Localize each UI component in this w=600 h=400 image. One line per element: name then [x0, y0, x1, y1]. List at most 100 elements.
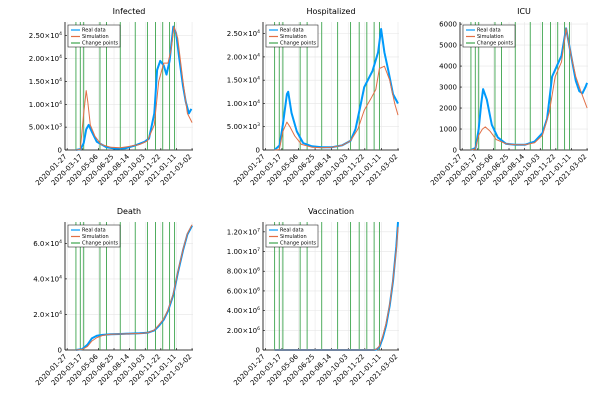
legend-label: Simulation [280, 234, 307, 240]
y-tick-mantissa: 4.0×10 [33, 275, 59, 283]
legend-label: Change points [280, 241, 316, 247]
chart-icu: ICU01000200030004000500060002020-01-2720… [429, 7, 588, 187]
legend-label: Real data [280, 28, 304, 34]
legend-label: Real data [82, 28, 106, 34]
y-tick-label: 5.00×103 [29, 123, 62, 132]
legend-label: Simulation [477, 34, 504, 40]
y-tick-exponent: 4 [59, 310, 62, 316]
legend-label: Change points [82, 41, 118, 47]
y-tick-exponent: 4 [59, 54, 62, 60]
legend-label: Real data [280, 228, 304, 234]
y-tick-label: 1.50×104 [227, 76, 260, 85]
y-tick-label: 4000 [439, 63, 457, 71]
y-tick-mantissa: 2.00×10 [29, 55, 59, 63]
y-tick-mantissa: 6.00×10 [227, 287, 257, 295]
y-tick-label: 0 [256, 147, 260, 155]
y-tick-label: 2.50×104 [29, 31, 62, 40]
chart-title: ICU [517, 7, 531, 16]
series-line-simulation [75, 224, 193, 351]
y-tick-label: 4.00×106 [227, 306, 260, 315]
legend-box [265, 24, 319, 48]
y-tick-mantissa: 6.0×10 [33, 240, 59, 248]
legend-box [67, 224, 121, 248]
series-line-simulation [75, 26, 193, 151]
legend-label: Real data [82, 228, 106, 234]
legend-box [265, 224, 319, 248]
y-tick-label: 0 [58, 147, 62, 155]
y-tick-exponent: 4 [257, 99, 260, 105]
y-tick-exponent: 6 [257, 326, 260, 332]
y-tick-label: 1.00×107 [227, 247, 260, 256]
series-line-simulation [470, 27, 588, 151]
y-tick-mantissa: 4.00×10 [227, 307, 257, 315]
y-tick-exponent: 4 [59, 100, 62, 106]
y-tick-exponent: 6 [257, 267, 260, 273]
y-tick-exponent: 3 [257, 122, 260, 128]
y-tick-label: 8.00×106 [227, 267, 260, 276]
chart-hospitalized: Hospitalized05.00×1031.00×1041.50×1042.0… [227, 7, 400, 187]
y-tick-label: 2.00×104 [29, 54, 62, 63]
legend-label: Real data [477, 28, 501, 34]
y-tick-mantissa: 2.00×10 [227, 53, 257, 61]
legend-box [67, 24, 121, 48]
series-line-simulation [274, 65, 399, 151]
y-tick-label: 6.00×106 [227, 286, 260, 295]
y-tick-label: 1.20×107 [227, 227, 260, 236]
chart-title: Vaccination [308, 207, 354, 216]
chart-title: Death [117, 207, 141, 216]
y-tick-label: 2.50×104 [227, 29, 260, 38]
chart-vaccination: Vaccination02.00×1064.00×1066.00×1068.00… [227, 207, 400, 387]
series-line-real-data [470, 27, 589, 151]
chart-infected: Infected05.00×1031.00×1041.50×1042.00×10… [29, 7, 194, 187]
y-tick-mantissa: 1.00×10 [29, 101, 59, 109]
y-tick-exponent: 4 [257, 29, 260, 35]
legend-label: Change points [82, 241, 118, 247]
y-tick-exponent: 7 [257, 227, 260, 233]
chart-title: Hospitalized [306, 7, 355, 16]
chart-title: Infected [113, 7, 146, 16]
legend-label: Change points [477, 41, 513, 47]
legend-label: Simulation [280, 34, 307, 40]
y-tick-label: 1000 [439, 126, 457, 134]
y-tick-mantissa: 2.50×10 [29, 32, 59, 40]
y-tick-mantissa: 5.00×10 [29, 124, 59, 132]
y-tick-label: 3000 [439, 84, 457, 92]
y-tick-exponent: 4 [59, 77, 62, 83]
y-tick-label: 2.00×104 [227, 52, 260, 61]
y-tick-label: 0 [453, 147, 457, 155]
series-line-simulation [274, 226, 399, 351]
y-tick-exponent: 4 [257, 52, 260, 58]
y-tick-mantissa: 2.00×10 [227, 327, 257, 335]
y-tick-label: 0 [256, 347, 260, 355]
y-tick-mantissa: 1.20×10 [227, 228, 257, 236]
y-tick-mantissa: 1.50×10 [227, 77, 257, 85]
y-tick-exponent: 7 [257, 247, 260, 253]
y-tick-label: 0 [58, 347, 62, 355]
y-tick-label: 1.50×104 [29, 77, 62, 86]
y-tick-label: 1.00×104 [29, 100, 62, 109]
y-tick-exponent: 6 [257, 306, 260, 312]
y-tick-exponent: 4 [257, 76, 260, 82]
y-tick-exponent: 3 [59, 123, 62, 129]
legend-label: Simulation [82, 34, 109, 40]
y-tick-label: 5.00×103 [227, 122, 260, 131]
legend-label: Change points [280, 41, 316, 47]
legend-label: Simulation [82, 234, 109, 240]
legend-box [462, 24, 516, 48]
y-tick-label: 6000 [439, 21, 457, 29]
y-tick-exponent: 6 [257, 286, 260, 292]
y-tick-mantissa: 1.00×10 [227, 248, 257, 256]
y-tick-exponent: 4 [59, 31, 62, 37]
y-tick-mantissa: 2.0×10 [33, 311, 59, 319]
y-tick-mantissa: 8.00×10 [227, 268, 257, 276]
y-tick-label: 2.00×106 [227, 326, 260, 335]
y-tick-label: 2000 [439, 105, 457, 113]
y-tick-mantissa: 1.50×10 [29, 78, 59, 86]
y-tick-mantissa: 2.50×10 [227, 30, 257, 38]
y-tick-label: 4.0×104 [33, 274, 62, 283]
chart-death: Death02.0×1044.0×1046.0×1042020-01-27202… [33, 207, 193, 387]
y-tick-mantissa: 5.00×10 [227, 123, 257, 131]
series-line-real-data [75, 25, 193, 151]
y-tick-mantissa: 1.00×10 [227, 100, 257, 108]
